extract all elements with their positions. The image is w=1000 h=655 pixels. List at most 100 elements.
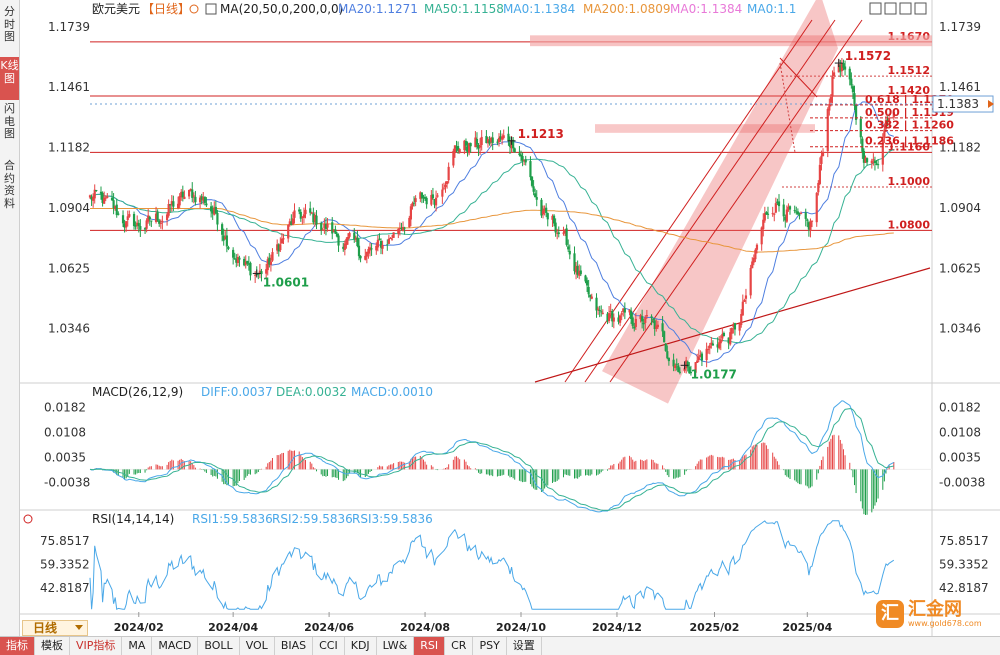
candle-body — [716, 344, 719, 348]
candle-body — [619, 315, 622, 323]
candle-body — [524, 159, 527, 163]
macd-legend-item: DIFF:0.0037 — [201, 385, 273, 399]
y-tick-label-right: 1.0346 — [939, 322, 981, 336]
candle-body — [134, 225, 137, 227]
candle-body — [326, 223, 329, 228]
candle-body — [477, 144, 480, 149]
candle-body — [729, 332, 732, 345]
indicator-tab-boll[interactable]: BOLL — [198, 637, 240, 655]
indicator-tab-kdj[interactable]: KDJ — [345, 637, 377, 655]
candle-body — [386, 244, 389, 246]
candle-body — [458, 149, 461, 153]
indicator-tab-bias[interactable]: BIAS — [275, 637, 314, 655]
candle-body — [379, 240, 383, 248]
y-tick-label-right: 1.0904 — [939, 201, 981, 215]
candle-body — [501, 136, 504, 140]
candle-body — [843, 66, 847, 70]
left-arrow-icon[interactable] — [899, 2, 912, 15]
indicator-tab-cr[interactable]: CR — [445, 637, 474, 655]
candle-body — [364, 255, 367, 260]
indicator-tab--[interactable]: 指标 — [0, 637, 35, 655]
indicator-tab--[interactable]: 设置 — [507, 637, 542, 655]
right-arrow-icon[interactable] — [914, 2, 927, 15]
macd-title: MACD(26,12,9) — [92, 385, 183, 399]
y-tick-label-right: 1.0625 — [939, 261, 981, 275]
candle-body — [320, 223, 323, 231]
candle-body — [595, 297, 598, 311]
expand-icon[interactable] — [869, 2, 882, 15]
candle-body — [535, 197, 538, 200]
settings-icon[interactable] — [189, 4, 199, 14]
candle-body — [293, 210, 296, 218]
candle-body — [191, 189, 194, 198]
short-trendline — [779, 57, 818, 98]
candle-body — [159, 222, 162, 224]
candle-body — [354, 237, 357, 240]
candle-body — [639, 315, 642, 320]
indicator-tab-vip-[interactable]: VIP指标 — [70, 637, 123, 655]
side-tab-3[interactable]: 合约资料 — [4, 159, 15, 210]
candle-body — [315, 215, 318, 225]
candle-body — [839, 65, 842, 72]
indicator-tab-rsi[interactable]: RSI — [414, 637, 446, 655]
candle-body — [447, 166, 450, 181]
candle-body — [148, 216, 151, 220]
candle-body — [722, 332, 726, 337]
candle-body — [490, 137, 493, 143]
candle-body — [861, 138, 864, 152]
candle-body — [606, 313, 609, 322]
indicator-tab-psy[interactable]: PSY — [473, 637, 507, 655]
candle-body — [529, 161, 532, 178]
candle-body — [414, 198, 417, 203]
indicator-tab-macd[interactable]: MACD — [152, 637, 199, 655]
side-tab-0[interactable]: 分时图 — [4, 5, 15, 43]
candle-body — [412, 202, 416, 204]
period-selector[interactable]: 日线 — [22, 620, 88, 636]
indicator-icon[interactable] — [205, 3, 217, 15]
indicator-tab-ma[interactable]: MA — [122, 637, 153, 655]
candle-body — [653, 320, 656, 330]
candle-body — [192, 195, 195, 197]
shrink-icon[interactable] — [884, 2, 897, 15]
candle-body — [697, 356, 700, 361]
y-tick-label-right: 1.1461 — [939, 80, 981, 94]
candle-body — [258, 270, 261, 274]
candle-body — [121, 215, 125, 224]
ma-spec: MA(20,50,0,200,0,0) — [220, 2, 343, 16]
candle-body — [829, 97, 832, 103]
candle-body — [277, 244, 280, 252]
candle-body — [441, 189, 444, 197]
candle-body — [821, 151, 825, 157]
candle-body — [876, 164, 880, 166]
candle-body — [337, 235, 340, 246]
side-tab-1[interactable]: K线图 — [0, 57, 19, 100]
watermark: 汇 汇金网 www.gold678.com — [876, 598, 982, 630]
candle-body — [260, 271, 263, 275]
candle-body — [265, 269, 268, 274]
candle-body — [752, 257, 755, 263]
hline-label: 1.1420 — [888, 84, 931, 97]
hline-label: 1.0800 — [888, 218, 931, 231]
indicator-tab-vol[interactable]: VOL — [240, 637, 275, 655]
candle-body — [688, 367, 691, 374]
candle-body — [782, 204, 785, 217]
x-tick-label: 2024/04 — [208, 621, 258, 634]
indicator-tab--[interactable]: 模板 — [35, 637, 70, 655]
candle-body — [139, 226, 142, 230]
candle-body — [721, 333, 724, 339]
side-tab-2[interactable]: 闪电图 — [4, 102, 15, 140]
candle-body — [299, 211, 302, 219]
settings-icon[interactable] — [23, 514, 33, 524]
candle-body — [409, 206, 412, 220]
candle-body — [95, 190, 98, 192]
candle-body — [543, 208, 546, 211]
candle-body — [840, 63, 844, 72]
extreme-label: 1.1572 — [845, 49, 891, 63]
candle-body — [210, 206, 213, 212]
indicator-tab-lw-[interactable]: LW& — [377, 637, 415, 655]
candle-body — [530, 176, 534, 186]
candle-body — [279, 244, 282, 251]
indicator-tab-cci[interactable]: CCI — [313, 637, 345, 655]
chart-area[interactable]: 欧元美元 【日线】 MA(20,50,0,200,0,0)MA20:1.1271 MA… — [20, 0, 1000, 636]
candle-body — [444, 184, 447, 188]
